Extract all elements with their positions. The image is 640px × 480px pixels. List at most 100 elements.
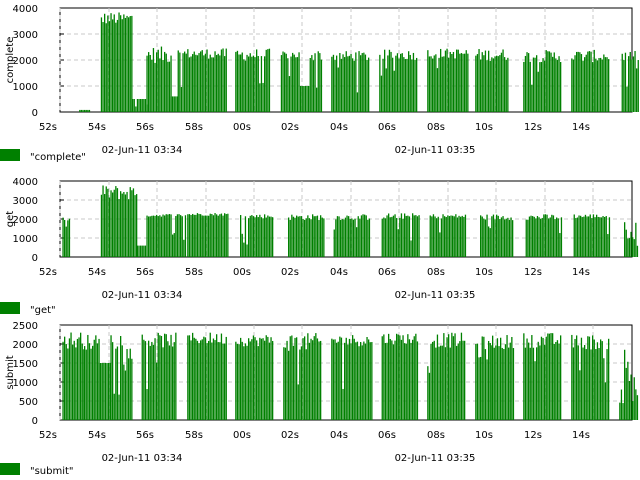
bar (344, 342, 346, 420)
bar (248, 338, 250, 420)
bar (636, 395, 639, 420)
bar (459, 53, 461, 112)
bar (105, 186, 107, 257)
x-tick-label: 00s (233, 267, 251, 278)
bar (196, 55, 199, 112)
bar (409, 54, 411, 112)
bar (361, 345, 363, 420)
bar (100, 363, 102, 420)
bar (496, 214, 498, 257)
bar (170, 96, 172, 112)
date-label: 02-Jun-11 03:34 (102, 290, 183, 301)
bar (385, 68, 387, 112)
bar (484, 50, 487, 112)
bar (144, 99, 147, 112)
bar (270, 216, 272, 257)
y-tick-label: 4000 (13, 4, 38, 15)
bar (353, 60, 355, 112)
bar (367, 219, 369, 257)
bar (302, 218, 304, 257)
bar (603, 54, 605, 112)
bar (331, 338, 333, 420)
bar (435, 54, 437, 112)
x-tick-label: 14s (572, 267, 590, 278)
bar (340, 337, 343, 420)
bar (206, 343, 208, 420)
bar (296, 57, 299, 112)
bar (524, 55, 527, 112)
y-tick-label: 2000 (13, 215, 38, 226)
y-tick-label: 0 (32, 253, 38, 264)
bar (380, 75, 383, 112)
bar (560, 335, 562, 420)
bar (458, 215, 460, 257)
bar (393, 70, 395, 112)
bar (449, 51, 451, 112)
bar (214, 340, 216, 420)
bar (80, 332, 82, 420)
date-label: 02-Jun-11 03:35 (395, 290, 476, 301)
bar (214, 213, 216, 257)
bar (225, 336, 227, 420)
bar (317, 51, 319, 112)
legend-label: "get" (30, 305, 56, 316)
bar (95, 335, 97, 420)
bar (450, 215, 452, 257)
bar (588, 216, 590, 257)
bar (304, 219, 306, 257)
bar (204, 53, 207, 112)
bar (348, 338, 351, 420)
bar (442, 214, 444, 257)
bar (198, 53, 200, 112)
bar-series (79, 12, 639, 113)
bar (488, 50, 490, 112)
y-axis-label: get (5, 211, 16, 228)
bar (391, 340, 393, 420)
bar (185, 53, 187, 112)
bar (219, 342, 221, 420)
bar (167, 214, 169, 257)
bar (121, 345, 123, 420)
bar (572, 59, 575, 112)
bar (246, 345, 248, 420)
bar (446, 337, 448, 420)
bar (135, 106, 137, 112)
bar (339, 336, 341, 420)
bar (267, 336, 269, 420)
bar (254, 217, 256, 257)
bar (592, 335, 594, 420)
bar (525, 219, 527, 257)
bar (456, 49, 458, 112)
bar (201, 339, 203, 420)
bar (110, 13, 112, 113)
bar (264, 340, 266, 420)
bar (584, 214, 587, 257)
bar (461, 215, 463, 257)
bar (170, 214, 172, 257)
bar (264, 56, 266, 112)
bar (307, 215, 309, 257)
bar (267, 215, 269, 257)
bar (408, 216, 411, 257)
bar (602, 216, 604, 257)
bar (574, 338, 576, 420)
bar (413, 215, 415, 257)
bar (480, 59, 482, 112)
bar (369, 342, 371, 420)
bar (134, 195, 136, 257)
bar (427, 366, 429, 420)
bar (413, 336, 415, 420)
bar (576, 51, 578, 112)
bar (204, 337, 207, 420)
bar (550, 333, 552, 420)
bar (412, 213, 414, 257)
chart-panel-submit: 0 500 1000 1500 2000 2500 52s 54s 56s 58s 00s 02s 04… (0, 321, 639, 477)
bar (141, 99, 143, 112)
bar (601, 59, 603, 112)
bar (188, 57, 191, 112)
bar (364, 214, 366, 257)
bar (146, 55, 148, 112)
y-tick-label: 2000 (13, 56, 38, 67)
bar (75, 347, 77, 420)
bar (596, 342, 599, 420)
